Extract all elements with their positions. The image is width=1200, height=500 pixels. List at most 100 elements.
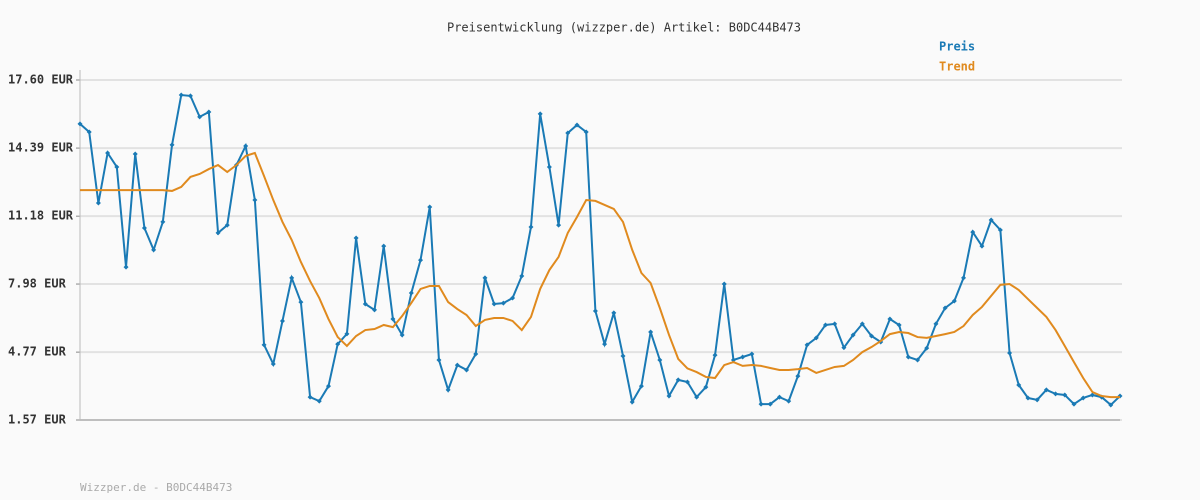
point <box>353 235 359 241</box>
point <box>859 321 865 327</box>
point <box>215 230 221 236</box>
point <box>151 247 157 253</box>
point <box>1034 397 1040 403</box>
point <box>344 331 350 337</box>
point <box>160 219 166 225</box>
point <box>675 377 681 383</box>
point <box>528 224 534 230</box>
point <box>905 354 911 360</box>
point <box>740 354 746 360</box>
chart-title: Preisentwicklung (wizzper.de) Artikel: B… <box>447 21 801 35</box>
point <box>436 357 442 363</box>
point <box>141 225 147 231</box>
point <box>776 394 782 400</box>
y-tick-label: 1.57 EUR <box>8 413 67 427</box>
point <box>187 93 193 99</box>
point <box>933 321 939 327</box>
point <box>325 383 331 389</box>
point <box>795 373 801 379</box>
point <box>77 121 83 127</box>
point <box>123 264 129 270</box>
point <box>390 316 396 322</box>
point <box>270 361 276 367</box>
point <box>961 275 967 281</box>
point <box>335 341 341 347</box>
point <box>362 301 368 307</box>
point <box>1053 391 1059 397</box>
point <box>1071 401 1077 407</box>
point <box>86 129 92 135</box>
point <box>224 222 230 228</box>
point <box>1108 402 1114 408</box>
point <box>565 130 571 136</box>
line <box>80 151 1120 399</box>
y-tick-label: 17.60 EUR <box>8 73 74 87</box>
point <box>206 109 212 115</box>
point <box>546 164 552 170</box>
point <box>408 290 414 296</box>
footer: Wizzper.de - B0DC44B473 <box>80 481 232 494</box>
point <box>556 222 562 228</box>
point <box>620 353 626 359</box>
point <box>1016 382 1022 388</box>
point <box>574 122 580 128</box>
point <box>454 362 460 368</box>
y-tick-label: 4.77 EUR <box>8 345 67 359</box>
point <box>822 322 828 328</box>
point <box>464 367 470 373</box>
point <box>602 341 608 347</box>
point <box>942 305 948 311</box>
point <box>243 143 249 149</box>
point <box>979 243 985 249</box>
point <box>813 335 819 341</box>
point <box>684 379 690 385</box>
point <box>178 92 184 98</box>
point <box>638 383 644 389</box>
point <box>289 275 295 281</box>
point <box>114 164 120 170</box>
point <box>758 401 764 407</box>
point <box>381 243 387 249</box>
point <box>730 357 736 363</box>
point <box>850 332 856 338</box>
point <box>537 111 543 117</box>
point <box>648 329 654 335</box>
point <box>105 150 111 156</box>
point <box>841 345 847 351</box>
point <box>427 204 433 210</box>
point <box>473 351 479 357</box>
point <box>988 217 994 223</box>
point <box>997 227 1003 233</box>
point <box>896 322 902 328</box>
point <box>169 142 175 148</box>
point <box>970 229 976 235</box>
point <box>592 308 598 314</box>
point <box>629 399 635 405</box>
point <box>703 384 709 390</box>
point <box>712 352 718 358</box>
point <box>372 307 378 313</box>
point <box>1025 395 1031 401</box>
point <box>951 298 957 304</box>
point <box>316 398 322 404</box>
point <box>1007 350 1013 356</box>
point <box>721 281 727 287</box>
point <box>519 273 525 279</box>
point <box>832 321 838 327</box>
point <box>749 351 755 357</box>
point <box>869 333 875 339</box>
point <box>500 300 506 306</box>
point <box>786 398 792 404</box>
point <box>298 299 304 305</box>
y-tick-label: 7.98 EUR <box>8 277 67 291</box>
point <box>804 342 810 348</box>
point <box>399 332 405 338</box>
point <box>887 316 893 322</box>
point <box>1089 392 1095 398</box>
point <box>252 197 258 203</box>
point <box>261 342 267 348</box>
point <box>418 257 424 263</box>
point <box>1062 392 1068 398</box>
